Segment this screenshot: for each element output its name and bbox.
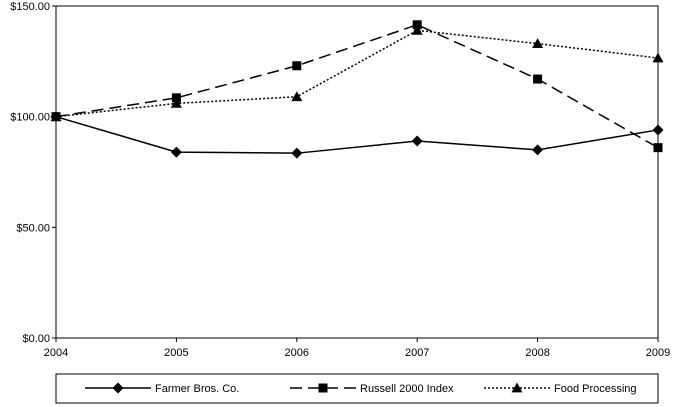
data-point (533, 74, 543, 84)
series-line (55, 115, 659, 154)
y-tick-label: $50.00 (16, 222, 50, 234)
x-tick-label: 2005 (164, 347, 188, 359)
series-farmer-bros-co (50, 111, 664, 159)
data-point (532, 144, 544, 156)
plot-area-frame (55, 5, 659, 339)
x-tick-label: 2006 (285, 347, 309, 359)
legend-marker (112, 382, 124, 394)
legend-item: Food Processing (484, 382, 637, 395)
data-point (411, 135, 423, 147)
legend-label: Food Processing (554, 383, 637, 395)
data-point (652, 124, 664, 136)
y-tick-label: $0.00 (22, 333, 50, 345)
x-tick-label: 2007 (405, 347, 429, 359)
data-point (292, 61, 302, 71)
series-layer (50, 20, 664, 159)
legend-frame (55, 373, 659, 404)
data-point (170, 97, 182, 108)
series-food-processing (50, 24, 664, 122)
data-point (653, 143, 663, 153)
data-point (171, 93, 181, 103)
series-line (55, 29, 659, 118)
y-axis-ticks: $0.00 $50.00 $100.00 $150.00 (10, 1, 56, 345)
legend-item: Farmer Bros. Co. (85, 382, 239, 395)
series-russell-2000-index (51, 20, 663, 153)
x-axis-ticks: 2004 2005 2006 2007 2008 2009 (44, 338, 670, 359)
y-tick-label: $100.00 (10, 112, 50, 124)
data-point (652, 52, 664, 63)
series-line (55, 24, 659, 149)
data-point (50, 111, 62, 122)
data-point (411, 24, 423, 35)
legend-item: Russell 2000 Index (290, 383, 454, 395)
y-tick-label: $150.00 (10, 1, 50, 13)
legend-marker (318, 383, 328, 393)
legend: Farmer Bros. Co. Russell 2000 Index Food P… (85, 382, 637, 395)
legend-label: Russell 2000 Index (360, 383, 454, 395)
data-point (291, 147, 303, 159)
data-point (532, 38, 544, 49)
legend-marker (511, 382, 523, 393)
legend-label: Farmer Bros. Co. (155, 383, 239, 395)
data-point (291, 91, 303, 102)
data-point (170, 146, 182, 158)
data-point (412, 20, 422, 30)
x-tick-label: 2004 (44, 347, 68, 359)
x-tick-label: 2009 (646, 347, 670, 359)
x-tick-label: 2008 (525, 347, 549, 359)
